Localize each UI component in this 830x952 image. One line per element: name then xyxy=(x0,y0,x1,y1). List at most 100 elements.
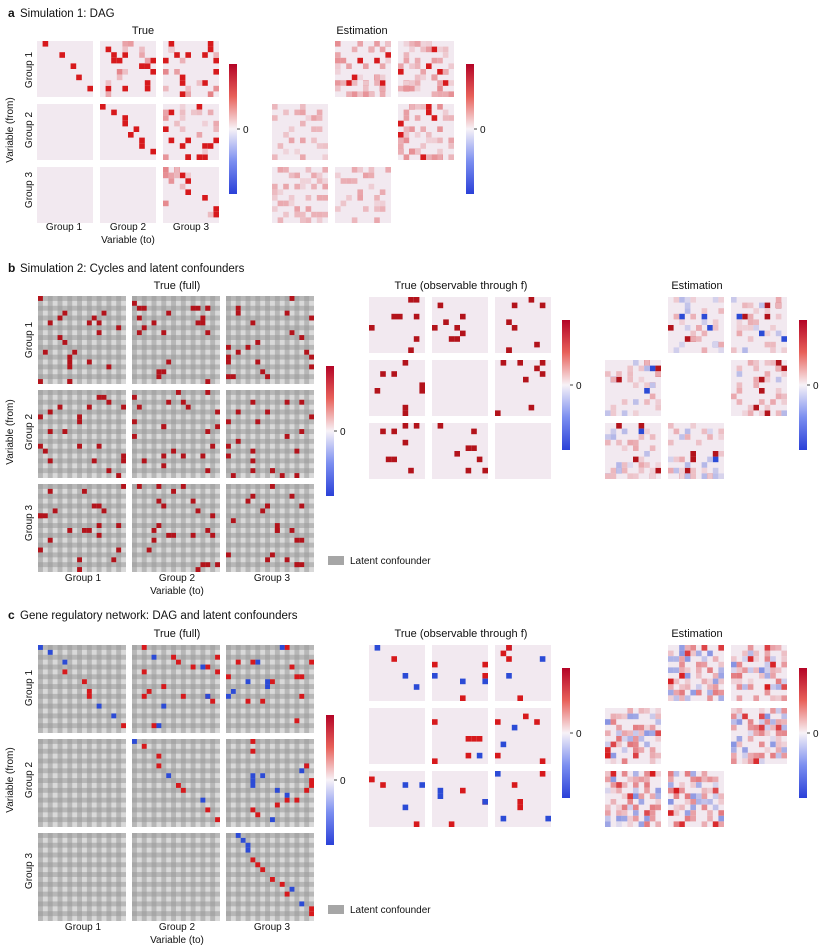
heatmap-cell-positive xyxy=(309,906,314,912)
heatmap-cell-weak xyxy=(701,793,708,799)
heatmap-cell-weak xyxy=(627,730,633,736)
heatmap-cell-positive xyxy=(482,673,488,679)
heatmap-cell-positive xyxy=(528,404,535,411)
latent-confounder-stripe xyxy=(274,739,280,827)
heatmap-cell-weak xyxy=(139,46,145,53)
heatmap-cell-weak xyxy=(753,319,759,325)
panel-b-true-full-matrix xyxy=(38,296,314,572)
heatmap-cell-weak xyxy=(707,689,713,696)
heatmap-cell-weak xyxy=(684,656,691,662)
heatmap-cell-negative xyxy=(482,799,488,805)
heatmap-cell-weak xyxy=(712,782,719,788)
heatmap-cell-weak xyxy=(759,708,765,714)
heatmap-cell-positive xyxy=(195,305,201,311)
panel-a-col-label-1: Group 1 xyxy=(46,222,83,233)
heatmap-cell-positive xyxy=(250,739,256,744)
heatmap-cell-positive xyxy=(764,645,771,651)
heatmap-cell-weak xyxy=(668,667,674,673)
latent-confounder-stripe xyxy=(132,374,220,380)
heatmap-cell-positive xyxy=(42,349,48,355)
heatmap-cell-positive xyxy=(180,453,186,459)
heatmap-cell-weak xyxy=(747,724,754,731)
latent-confounder-stripe xyxy=(294,484,300,572)
heatmap-cell-positive xyxy=(260,867,266,873)
heatmap-cell-weak xyxy=(775,297,782,303)
heatmap-cell-positive xyxy=(284,797,290,803)
heatmap-cell-weak xyxy=(679,782,685,788)
latent-confounder-stripe xyxy=(38,713,126,719)
heatmap-cell-positive xyxy=(200,315,206,321)
heatmap-cell-positive xyxy=(781,365,787,372)
heatmap-cell-weak xyxy=(764,713,771,720)
heatmap-cell-weak xyxy=(616,821,622,827)
heatmap-cell-weak xyxy=(633,741,639,748)
heatmap-cell-weak xyxy=(605,371,611,377)
heatmap-cell-weak xyxy=(403,154,410,160)
heatmap-cell-weak xyxy=(340,178,347,184)
heatmap-cell-positive xyxy=(91,458,97,464)
heatmap-cell-negative xyxy=(270,817,275,823)
heatmap-cell-weak xyxy=(673,428,680,435)
heatmap-cell-positive xyxy=(517,804,523,811)
panel-a-col-label-3: Group 3 xyxy=(173,222,210,233)
heatmap-cell-weak xyxy=(163,69,169,75)
heatmap-cell-weak xyxy=(701,787,708,794)
heatmap-cell-weak xyxy=(684,793,691,799)
heatmap-cell-positive xyxy=(156,763,162,769)
heatmap-cell-weak xyxy=(283,132,289,138)
heatmap-cell-weak xyxy=(605,473,611,479)
latent-confounder-stripe xyxy=(190,296,196,384)
panel-b-est-label: Estimation xyxy=(671,280,722,292)
heatmap-cell-positive xyxy=(260,698,266,704)
heatmap-cell-weak xyxy=(627,708,633,714)
heatmap-cell-weak xyxy=(346,195,352,201)
latent-confounder-stripe xyxy=(38,562,126,568)
heatmap-cell-positive xyxy=(764,684,771,690)
heatmap-cell-positive xyxy=(279,473,285,478)
heatmap-cell-positive xyxy=(116,523,122,528)
heatmap-cell-weak xyxy=(718,810,724,816)
heatmap-cell-weak xyxy=(655,404,661,411)
heatmap-cell-weak xyxy=(747,336,754,342)
heatmap-cell-positive xyxy=(180,399,186,405)
heatmap-cell-weak xyxy=(655,736,661,742)
heatmap-cell-positive xyxy=(250,748,256,754)
heatmap-cell-weak xyxy=(163,85,169,92)
heatmap-cell-positive xyxy=(408,297,414,303)
heatmap-cell-weak xyxy=(633,782,639,788)
heatmap-cell-weak xyxy=(679,645,685,651)
heatmap-cell-weak xyxy=(764,667,771,673)
heatmap-cell-weak xyxy=(179,57,186,64)
heatmap-cell-weak xyxy=(718,347,724,353)
heatmap-cell-weak xyxy=(414,132,421,138)
heatmap-cell-weak xyxy=(655,399,661,405)
heatmap-cell-weak xyxy=(781,708,787,714)
latent-confounder-stripe xyxy=(38,901,126,907)
heatmap-cell-positive xyxy=(47,537,53,543)
heatmap-cell-positive xyxy=(226,453,231,459)
latent-confounder-stripe xyxy=(294,296,300,384)
heatmap-cell-positive xyxy=(101,394,107,400)
latent-confounder-stripe xyxy=(116,296,122,384)
heatmap-cell-weak xyxy=(403,115,410,121)
heatmap-cell-weak xyxy=(409,104,415,110)
heatmap-cell-positive xyxy=(144,85,151,92)
latent-confounder-stripe xyxy=(106,833,112,921)
heatmap-cell-weak xyxy=(305,115,312,121)
heatmap-cell-weak xyxy=(403,126,410,132)
heatmap-cell-positive xyxy=(205,305,211,311)
heatmap-cell-weak xyxy=(742,747,748,753)
heatmap-cell-weak xyxy=(316,211,323,218)
heatmap-cell-positive xyxy=(309,778,314,783)
heatmap-cell-positive xyxy=(38,379,43,384)
heatmap-cell-weak xyxy=(736,708,743,714)
heatmap-cell-weak xyxy=(707,650,713,657)
heatmap-cell-negative xyxy=(205,693,211,699)
heatmap-cell-weak xyxy=(621,445,628,451)
latent-confounder-stripe xyxy=(38,817,126,823)
heatmap-cell-positive xyxy=(132,394,137,400)
heatmap-cell-weak xyxy=(781,741,787,748)
latent-confounder-stripe xyxy=(38,438,126,444)
heatmap-cell-weak xyxy=(684,678,691,685)
panel-a-col-label-2: Group 2 xyxy=(110,222,147,233)
